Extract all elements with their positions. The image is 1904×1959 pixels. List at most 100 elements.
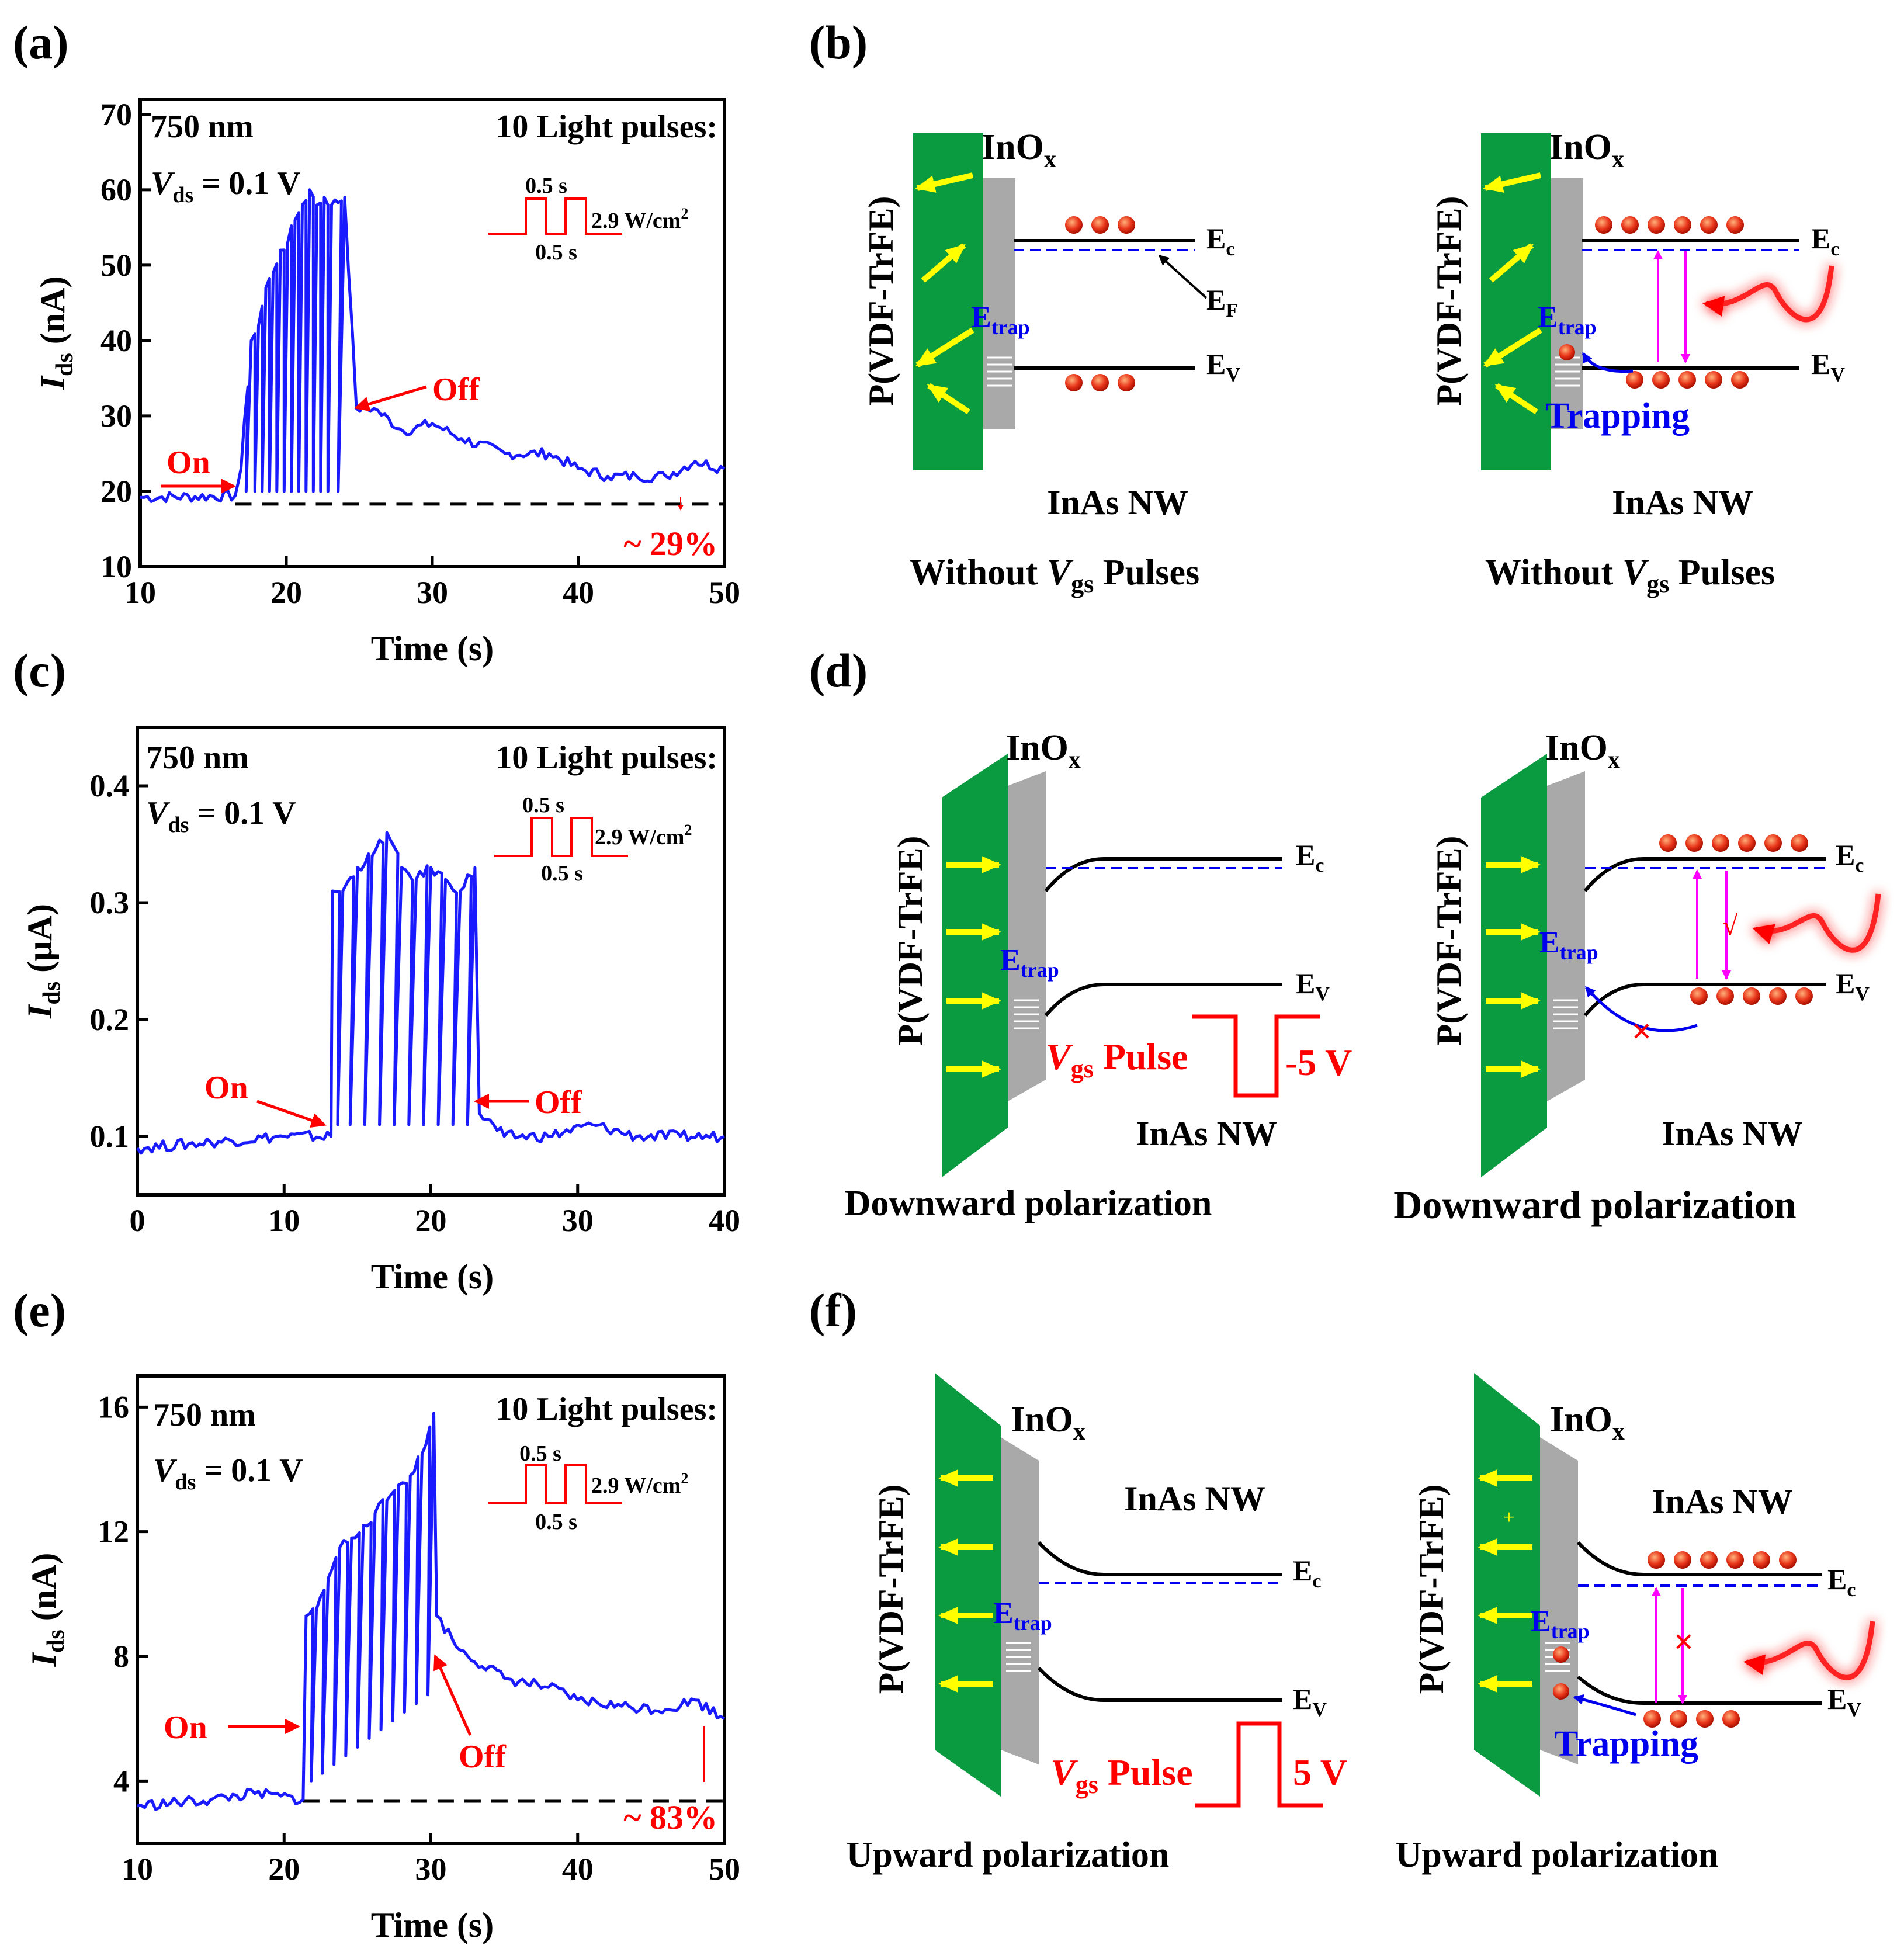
- electron: [1648, 216, 1665, 234]
- electron: [1764, 834, 1782, 852]
- dipole-arrows: [1483, 172, 1542, 415]
- hole-group: [1626, 371, 1749, 389]
- chart-a-pulses-title: 10 Light pulses:: [495, 109, 717, 145]
- chart-c-xlabel: Time (s): [371, 1257, 494, 1296]
- chart-e-series-line: [137, 1412, 726, 1811]
- electron-group: [1065, 216, 1135, 234]
- panel-label-a: (a): [13, 16, 69, 69]
- ferroelectric-label: P(VDF-TrFE): [1412, 1485, 1451, 1694]
- panel-label-e: (e): [13, 1284, 66, 1337]
- panel-label-c: (c): [13, 644, 66, 697]
- caption-b-right: Without Vgs Pulses: [1485, 553, 1775, 598]
- ev-label: EV: [1811, 348, 1845, 386]
- trapped-hole: [1553, 1646, 1569, 1663]
- nw-label: InAs NW: [1124, 1479, 1265, 1518]
- light-wave-icon: [1743, 1621, 1875, 1680]
- chart-e-ylabel: Ids (nA): [25, 1553, 70, 1667]
- ev-label: EV: [1827, 1683, 1861, 1721]
- y-tick-label: 30: [100, 398, 132, 434]
- blocked-trapping-path-arrow: [1585, 986, 1698, 1032]
- y-tick-label: 40: [100, 323, 132, 358]
- hole: [1705, 371, 1722, 389]
- chart-e: 10 20 30 40 50 4 8 12 16 750 nm Vds = 0.1 V 10 L…: [25, 1374, 740, 1944]
- x-tick-label: 0: [130, 1203, 145, 1238]
- dipole-arrow: [1483, 172, 1542, 193]
- chart-a-wavelength: 750 nm: [151, 109, 254, 145]
- hole: [1118, 374, 1135, 391]
- panel-label-b: (b): [809, 16, 868, 69]
- ec-label: Ec: [1296, 838, 1324, 876]
- ec-label: Ec: [1206, 222, 1234, 260]
- chart-e-off-label: Off: [459, 1739, 507, 1775]
- electron-group: [1659, 834, 1808, 852]
- inox-layer: [1551, 178, 1583, 429]
- trapping-label: Trapping: [1545, 396, 1690, 436]
- ferroelectric-label: P(VDF-TrFE): [1430, 196, 1468, 406]
- ferroelectric-label: P(VDF-TrFE): [891, 836, 930, 1046]
- blocked-cross-mark: ×: [1674, 1622, 1694, 1661]
- ferroelectric-label: P(VDF-TrFE): [1430, 836, 1468, 1046]
- chart-a-xlabel: Time (s): [371, 629, 494, 668]
- chart-e-power: 2.9 W/cm2: [591, 1470, 688, 1498]
- caption-d-left: Downward polarization: [845, 1184, 1212, 1223]
- chart-c-ticks: 0 10 20 30 40 0.1 0.2 0.3 0.4: [90, 768, 741, 1238]
- plus-mark: +: [1503, 1507, 1514, 1528]
- dipole-arrows: [1486, 856, 1541, 1078]
- electron: [1091, 216, 1109, 234]
- ef-label: EF: [1206, 283, 1238, 321]
- y-tick-label: 20: [100, 474, 132, 509]
- inox-label: InOx: [982, 127, 1056, 173]
- chart-a-pulse-inset: 0.5 s 0.5 s 2.9 W/cm2: [488, 174, 688, 265]
- chart-a-pulse-bottom: 0.5 s: [535, 240, 577, 265]
- vgs-pulse-label: Vgs Pulse: [1046, 1036, 1188, 1083]
- etrap-label: Etrap: [993, 1597, 1052, 1635]
- dipole-arrow: [1483, 327, 1542, 368]
- x-tick-label: 10: [124, 575, 156, 610]
- hole: [1769, 987, 1787, 1005]
- check-mark: √: [1722, 910, 1738, 941]
- trap-states: [1553, 999, 1578, 1029]
- chart-c-series-line: [136, 831, 726, 1155]
- nw-label: InAs NW: [1662, 1114, 1803, 1153]
- trapped-hole: [1553, 1683, 1569, 1700]
- ev-label: EV: [1296, 967, 1330, 1005]
- nw-label: InAs NW: [1612, 483, 1753, 522]
- y-tick-label: 12: [98, 1514, 129, 1549]
- y-tick-label: 16: [98, 1389, 129, 1424]
- electron: [1065, 216, 1083, 234]
- etrap-label: Etrap: [971, 301, 1030, 339]
- hole-group: [1065, 374, 1135, 391]
- x-tick-label: 10: [268, 1203, 300, 1238]
- chart-a-ticks: 10 20 30 40 50 10 20 30 40 50 60 70: [100, 97, 740, 610]
- inox-label: InOx: [1006, 728, 1081, 774]
- hole: [1696, 1710, 1714, 1728]
- x-tick-label: 10: [122, 1851, 153, 1887]
- chart-a-power: 2.9 W/cm2: [591, 205, 688, 233]
- chart-e-vds: Vds = 0.1 V: [153, 1452, 303, 1495]
- trap-states: [987, 356, 1012, 387]
- y-tick-label: 10: [100, 549, 132, 584]
- inox-layer: [1540, 1437, 1578, 1764]
- electron: [1118, 216, 1135, 234]
- chart-a-on-label: On: [167, 445, 210, 481]
- ev-label: EV: [1293, 1683, 1327, 1721]
- electron: [1712, 834, 1729, 852]
- chart-a-series-line: [140, 188, 726, 504]
- electron: [1674, 1551, 1691, 1569]
- etrap-label: Etrap: [1531, 1605, 1590, 1643]
- hole: [1722, 1710, 1740, 1728]
- electron: [1779, 1551, 1797, 1569]
- trap-states: [1006, 1642, 1031, 1672]
- dipole-arrow: [915, 327, 974, 368]
- electron-group: [1648, 1551, 1797, 1569]
- x-tick-label: 40: [563, 575, 594, 610]
- y-tick-label: 0.1: [90, 1119, 130, 1154]
- chart-c-vds: Vds = 0.1 V: [146, 795, 296, 837]
- inox-layer: [983, 178, 1015, 429]
- hole: [1743, 987, 1760, 1005]
- ev-label: EV: [1836, 967, 1870, 1005]
- y-tick-label: 0.3: [90, 885, 130, 920]
- etrap-label: Etrap: [1539, 926, 1598, 964]
- dipole-arrow: [1494, 383, 1538, 415]
- inox-layer: [1547, 771, 1585, 1101]
